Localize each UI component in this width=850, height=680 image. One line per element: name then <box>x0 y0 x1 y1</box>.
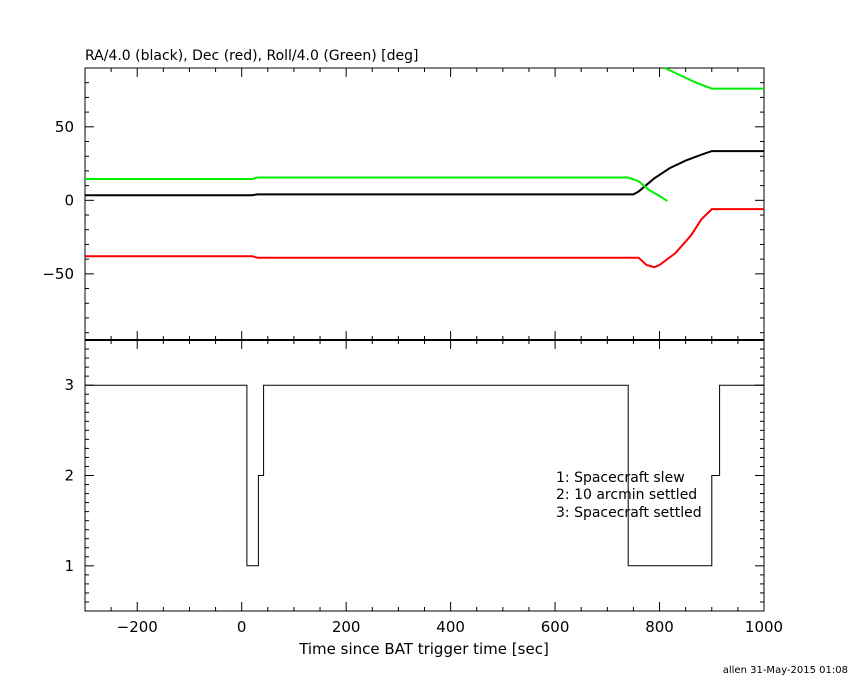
x-tick-labels: −200 0 200 400 600 800 1000 <box>117 618 783 636</box>
lower-y-tick-label: 2 <box>64 467 74 485</box>
settle-status-line-0 <box>85 384 764 567</box>
legend-10-arcmin-settled: 2: 10 arcmin settled <box>556 487 697 503</box>
footer-credit: allen 31-May-2015 01:08 <box>723 665 848 676</box>
upper-series-group <box>85 67 764 269</box>
upper-y-tick-labels: −50 0 50 <box>42 118 74 283</box>
x-tick-label: 400 <box>436 618 465 636</box>
x-tick-label: 200 <box>332 618 361 636</box>
upper-y-tick-label: 50 <box>55 118 74 136</box>
upper-panel-title: RA/4.0 (black), Dec (red), Roll/4.0 (Gre… <box>85 48 418 64</box>
x-tick-label: 1000 <box>745 618 783 636</box>
lower-panel: 1 2 3 −200 0 200 400 600 800 1000 1: Spacecraft … <box>64 339 783 658</box>
x-tick-label: −200 <box>117 618 158 636</box>
upper-series-line-3 <box>664 67 764 90</box>
upper-axis-ticks <box>84 67 765 340</box>
legend-settled: 3: Spacecraft settled <box>556 505 702 521</box>
upper-series-line-0 <box>85 150 764 197</box>
x-tick-label: 800 <box>645 618 674 636</box>
upper-panel-frame <box>84 67 765 341</box>
x-tick-label: 0 <box>237 618 247 636</box>
upper-panel: RA/4.0 (black), Dec (red), Roll/4.0 (Gre… <box>42 48 765 341</box>
upper-series-line-2 <box>85 176 668 202</box>
lower-y-tick-label: 1 <box>64 557 74 575</box>
x-tick-label: 600 <box>541 618 570 636</box>
legend-slew: 1: Spacecraft slew <box>556 470 685 486</box>
upper-y-tick-label: −50 <box>42 265 74 283</box>
lower-y-tick-labels: 1 2 3 <box>64 376 74 575</box>
x-axis-label: Time since BAT trigger time [sec] <box>298 640 549 658</box>
upper-series-line-1 <box>85 208 764 269</box>
upper-y-tick-label: 0 <box>64 191 74 209</box>
lower-series-group <box>85 384 764 567</box>
lower-y-tick-label: 3 <box>64 376 74 394</box>
